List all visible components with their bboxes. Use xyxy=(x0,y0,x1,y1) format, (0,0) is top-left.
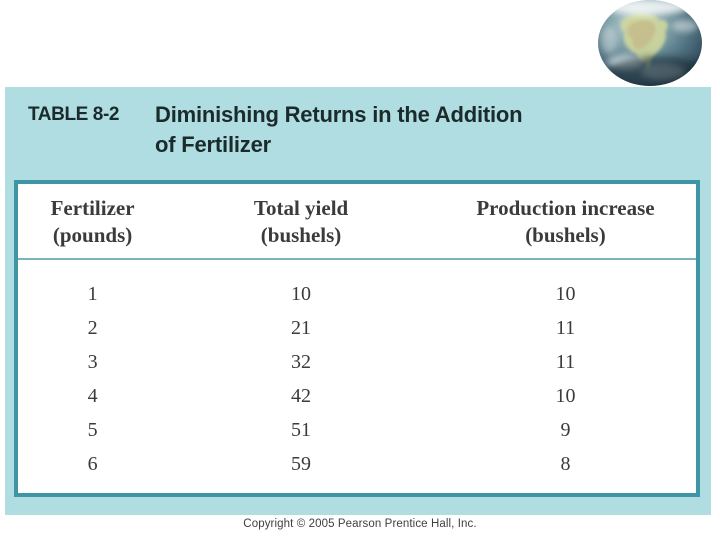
cell-total-yield: 32 xyxy=(291,351,312,373)
earth-globe-icon xyxy=(597,0,703,88)
table-row: 5 51 9 xyxy=(18,413,696,447)
table-number-label: TABLE 8-2 xyxy=(28,104,120,125)
table-row: 6 59 8 xyxy=(18,447,696,481)
cell-total-yield: 42 xyxy=(291,385,312,407)
cell-fertilizer: 3 xyxy=(87,351,98,373)
table-row: 3 32 11 xyxy=(18,345,696,379)
cell-production-increase: 10 xyxy=(555,385,576,407)
slide-title-line1: Diminishing Returns in the Addition xyxy=(155,102,523,127)
cell-fertilizer: 4 xyxy=(87,385,98,407)
cell-total-yield: 21 xyxy=(291,317,312,339)
cell-production-increase: 8 xyxy=(560,453,571,475)
cell-fertilizer: 1 xyxy=(87,283,98,305)
column-header-production-increase: Production increase (bushels) xyxy=(476,196,655,247)
copyright-text: Copyright © 2005 Pearson Prentice Hall, … xyxy=(243,518,477,530)
cell-fertilizer: 6 xyxy=(87,453,98,475)
slide-title-line2: of Fertilizer xyxy=(155,132,271,157)
table-body: 1 10 10 2 21 11 3 32 11 4 42 10 5 51 xyxy=(18,260,696,481)
table-row: 1 10 10 xyxy=(18,277,696,311)
cell-production-increase: 10 xyxy=(555,283,576,305)
table-header-row: Fertilizer (pounds) Total yield (bushels… xyxy=(18,184,696,260)
cell-total-yield: 59 xyxy=(291,453,312,475)
fertilizer-table: Fertilizer (pounds) Total yield (bushels… xyxy=(14,180,700,497)
slide-title: Diminishing Returns in the Addition of F… xyxy=(155,100,523,160)
cell-production-increase: 11 xyxy=(555,317,576,339)
cell-total-yield: 10 xyxy=(291,283,312,305)
column-header-fertilizer: Fertilizer (pounds) xyxy=(50,196,135,247)
slide-title-row: TABLE 8-2 Diminishing Returns in the Add… xyxy=(28,100,523,160)
cell-total-yield: 51 xyxy=(291,419,312,441)
table-row: 2 21 11 xyxy=(18,311,696,345)
cell-production-increase: 9 xyxy=(560,419,571,441)
cell-production-increase: 11 xyxy=(555,351,576,373)
column-header-total-yield: Total yield (bushels) xyxy=(253,196,349,247)
table-row: 4 42 10 xyxy=(18,379,696,413)
cell-fertilizer: 5 xyxy=(87,419,98,441)
cell-fertilizer: 2 xyxy=(87,317,98,339)
